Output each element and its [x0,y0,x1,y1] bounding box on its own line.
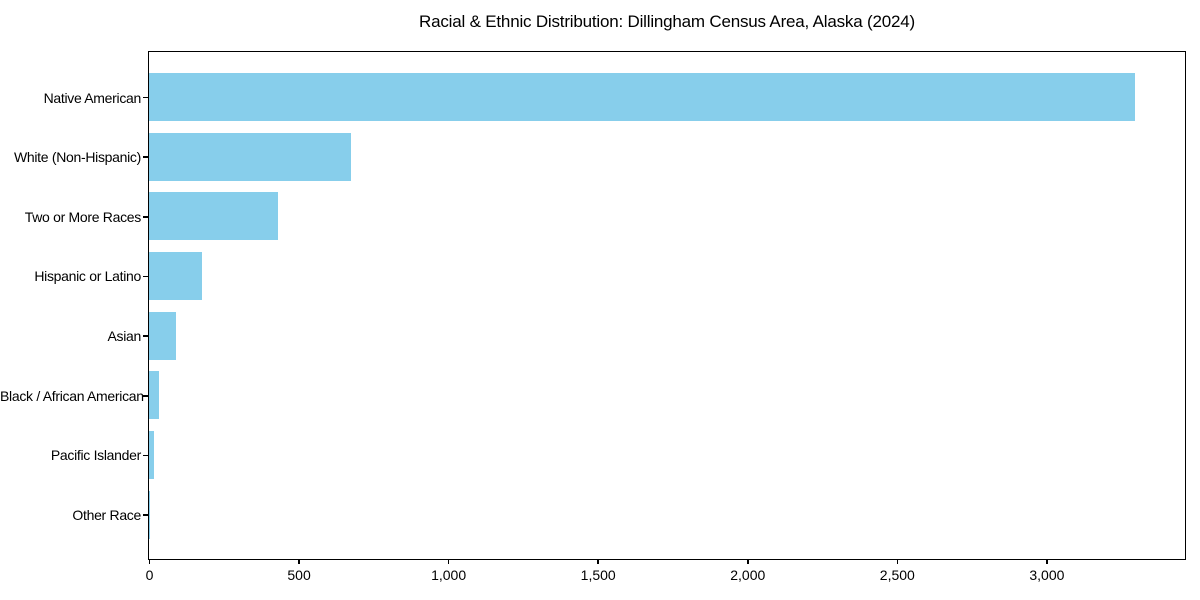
y-tick-mark [143,275,148,278]
bar-other-race [149,490,150,539]
x-tick-mark [298,559,300,564]
x-tick-label: 1,000 [431,567,467,583]
x-tick-label: 0 [145,567,154,583]
y-tick-label: Other Race [72,507,141,524]
y-tick-mark [143,335,148,337]
x-tick-label: 2,000 [730,567,766,583]
x-tick-label: 3,000 [1029,567,1065,583]
bar-pacific-islander [149,430,155,479]
x-tick-mark [896,559,899,564]
bar-black-african-american [149,371,159,420]
x-tick-mark [597,559,599,564]
bar-two-or-more-races [149,192,278,241]
x-tick-label: 1,500 [580,567,616,583]
y-tick-label: Black / African American [0,387,144,404]
bar-hispanic-or-latino [149,251,202,300]
y-tick-label: Asian [107,328,141,345]
y-tick-label: Pacific Islander [50,447,141,464]
bar-native-american [149,73,1136,121]
y-tick-mark [143,514,148,516]
x-tick-mark [1046,559,1048,564]
y-tick-mark [143,156,148,158]
y-tick-label: White (Non-Hispanic) [13,149,141,166]
chart-title: Racial & Ethnic Distribution: Dillingham… [419,12,915,31]
y-tick-mark [143,454,148,457]
x-tick-label: 500 [287,567,311,583]
y-tick-label: Two or More Races [24,208,142,225]
y-tick-label: Hispanic or Latino [34,268,141,285]
y-tick-mark [143,395,148,397]
y-tick-mark [143,96,148,99]
plot-area [148,51,1186,560]
y-tick-mark [143,216,148,218]
y-tick-label: Native American [43,89,142,106]
bar-asian [149,311,176,360]
x-tick-mark [447,559,450,564]
x-tick-label: 2,500 [879,567,915,583]
bar-white-non-hispanic [149,132,352,181]
x-tick-mark [747,559,749,564]
x-tick-mark [148,559,151,564]
